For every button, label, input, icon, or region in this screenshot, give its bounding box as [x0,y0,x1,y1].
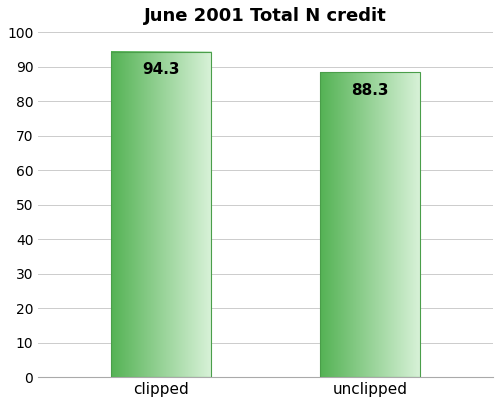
Text: 88.3: 88.3 [352,83,389,98]
Bar [320,72,420,377]
Title: June 2001 Total N credit: June 2001 Total N credit [144,7,387,25]
Bar [111,52,211,377]
Text: 94.3: 94.3 [142,62,180,77]
